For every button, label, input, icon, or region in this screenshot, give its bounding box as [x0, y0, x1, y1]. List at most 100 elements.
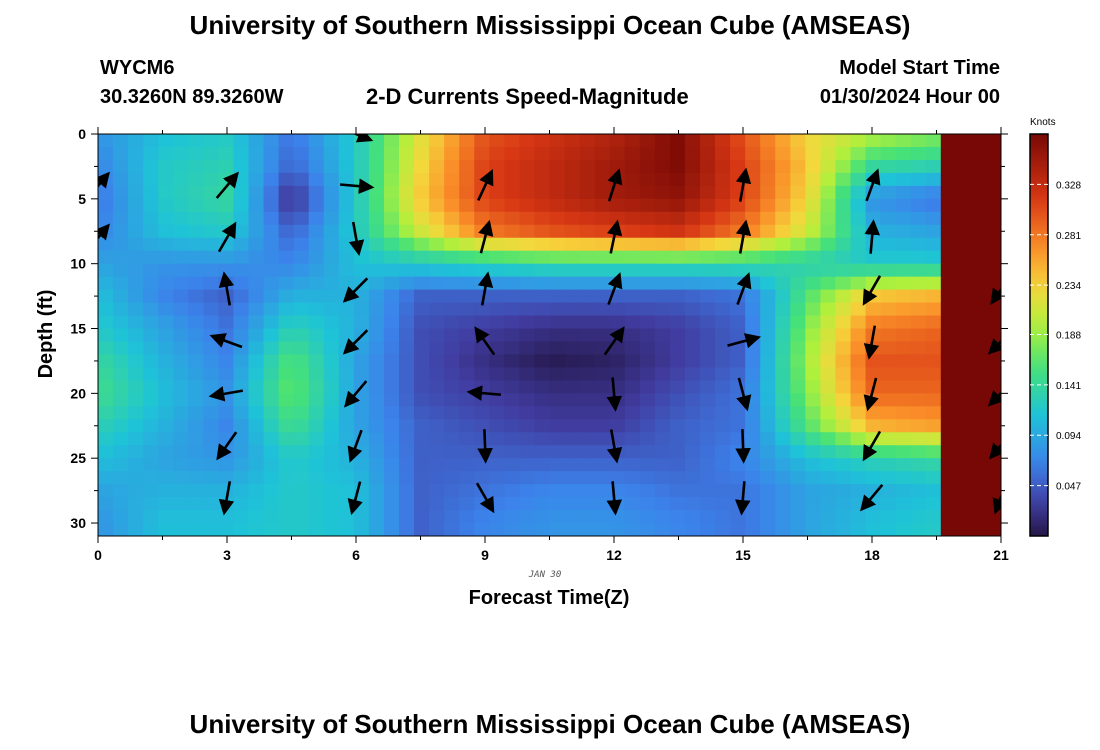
heatmap-cell: [489, 134, 505, 148]
heatmap-cell: [429, 393, 445, 407]
heatmap-cell: [639, 224, 656, 239]
heatmap-cell: [128, 497, 144, 511]
heatmap-cell: [955, 432, 972, 446]
heatmap-cell: [955, 250, 972, 265]
heatmap-cell: [940, 237, 957, 252]
current-vector-arrow: [863, 377, 879, 412]
heatmap-cell: [534, 328, 551, 343]
heatmap-cell: [684, 263, 701, 278]
heatmap-cell: [534, 380, 551, 394]
heatmap-cell: [203, 211, 219, 226]
heatmap-cell: [293, 159, 310, 174]
heatmap-cell: [293, 289, 310, 304]
heatmap-cell: [218, 484, 235, 498]
y-tick-label: 0: [78, 126, 86, 142]
heatmap-cell: [700, 146, 716, 161]
heatmap-cell: [293, 250, 310, 265]
heatmap-cell: [504, 419, 520, 433]
heatmap-cell: [850, 393, 867, 407]
heatmap-cell: [865, 134, 882, 148]
heatmap-cell: [218, 289, 235, 304]
heatmap-cell: [895, 198, 912, 213]
heatmap-cell: [970, 419, 987, 433]
heatmap-cell: [203, 458, 219, 472]
heatmap-cell: [504, 406, 520, 420]
heatmap-cell: [534, 393, 551, 407]
heatmap-cell: [113, 289, 129, 304]
heatmap-cell: [113, 484, 129, 498]
heatmap-cell: [820, 341, 837, 356]
heatmap-cell: [775, 497, 791, 511]
heatmap-cell: [248, 341, 265, 356]
heatmap-cell: [654, 354, 671, 369]
heatmap-cell: [338, 380, 355, 394]
heatmap-cell: [293, 419, 310, 433]
heatmap-cell: [368, 484, 385, 498]
heatmap-cell: [263, 497, 280, 511]
heatmap-cell: [745, 510, 761, 524]
heatmap-cell: [323, 328, 340, 343]
heatmap-cell: [173, 276, 189, 291]
heatmap-cell: [489, 445, 505, 459]
heatmap-cell: [399, 367, 415, 381]
heatmap-cell: [594, 172, 611, 187]
heatmap-cell: [594, 419, 611, 433]
heatmap-cell: [925, 211, 942, 226]
heatmap-cell: [835, 198, 852, 213]
heatmap-cell: [188, 224, 204, 239]
heatmap-cell: [429, 406, 445, 420]
colorbar-tick-label: 0.188: [1056, 330, 1081, 341]
x-tick-label: 6: [352, 547, 360, 563]
heatmap-cell: [98, 276, 114, 291]
heatmap-cell: [835, 185, 852, 200]
heatmap-cell: [609, 406, 626, 420]
heatmap-cell: [579, 458, 596, 472]
heatmap-cell: [489, 354, 505, 369]
heatmap-cells: [98, 134, 1001, 536]
heatmap-cell: [128, 341, 144, 356]
heatmap-cell: [474, 406, 490, 420]
heatmap-cell: [173, 432, 189, 446]
heatmap-cell: [940, 523, 957, 536]
heatmap-cell: [278, 406, 295, 420]
heatmap-cell: [654, 432, 671, 446]
heatmap-cell: [940, 263, 957, 278]
heatmap-cell: [353, 419, 370, 433]
heatmap-cell: [368, 237, 385, 252]
heatmap-cell: [970, 445, 987, 459]
heatmap-cell: [940, 380, 957, 394]
heatmap-cell: [880, 380, 897, 394]
heatmap-cell: [700, 367, 716, 381]
heatmap-cell: [474, 159, 490, 174]
heatmap-cell: [730, 302, 746, 317]
heatmap-cell: [188, 380, 204, 394]
heatmap-cell: [925, 315, 942, 330]
heatmap-cell: [143, 367, 159, 381]
heatmap-cell: [820, 497, 837, 511]
heatmap-cell: [353, 367, 370, 381]
heatmap-cell: [805, 134, 821, 148]
heatmap-cell: [113, 432, 129, 446]
heatmap-cell: [715, 380, 731, 394]
heatmap-cell: [910, 263, 927, 278]
heatmap-cell: [654, 445, 671, 459]
heatmap-cell: [263, 172, 280, 187]
heatmap-cell: [534, 484, 551, 498]
heatmap-cell: [835, 276, 852, 291]
heatmap-cell: [910, 276, 927, 291]
heatmap-cell: [835, 393, 852, 407]
heatmap-cell: [203, 497, 219, 511]
heatmap-cell: [218, 211, 235, 226]
heatmap-cell: [383, 159, 400, 174]
heatmap-cell: [248, 432, 265, 446]
heatmap-cell: [444, 393, 460, 407]
heatmap-cell: [338, 315, 355, 330]
heatmap-cell: [910, 471, 927, 485]
heatmap-cell: [278, 484, 295, 498]
heatmap-cell: [459, 237, 475, 252]
heatmap-cell: [158, 406, 174, 420]
heatmap-cell: [188, 172, 204, 187]
heatmap-cell: [383, 419, 400, 433]
heatmap-cell: [278, 497, 295, 511]
heatmap-cell: [173, 159, 189, 174]
